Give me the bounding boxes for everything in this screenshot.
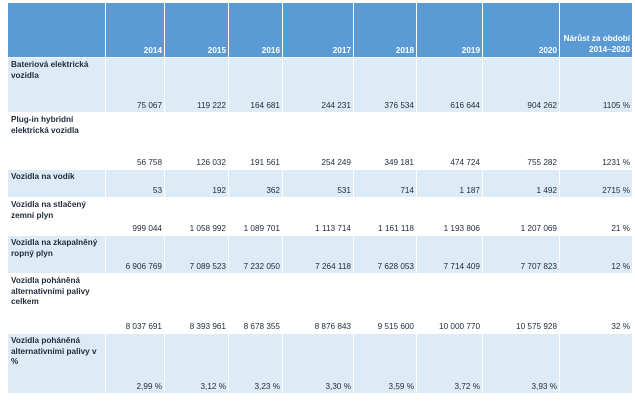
table-row: Plug-in hybridní elektrická vozidla 56 75… bbox=[7, 112, 633, 170]
growth-cell: 21 % bbox=[559, 197, 633, 236]
value-cell: 7 232 050 bbox=[228, 235, 283, 274]
table-row: Vozidla na stlačený zemní plyn 999 044 1 0… bbox=[7, 197, 633, 236]
value-cell: 7 714 409 bbox=[416, 235, 483, 274]
alternative-fuel-vehicles-table: 2014 2015 2016 2017 2018 2019 2020 Nárůs… bbox=[7, 2, 633, 394]
value-cell: 531 bbox=[282, 169, 354, 198]
value-cell: 75 067 bbox=[105, 57, 165, 113]
row-label: Vozidla na vodík bbox=[7, 169, 106, 198]
value-cell: 53 bbox=[105, 169, 165, 198]
header-cell-year: 2018 bbox=[353, 2, 417, 58]
growth-cell bbox=[559, 333, 633, 394]
header-row: 2014 2015 2016 2017 2018 2019 2020 Nárůs… bbox=[7, 2, 633, 58]
value-cell: 362 bbox=[228, 169, 283, 198]
value-cell: 56 758 bbox=[105, 112, 165, 170]
value-cell: 8 393 961 bbox=[164, 273, 229, 334]
growth-cell: 32 % bbox=[559, 273, 633, 334]
table-row: Vozidla na vodík 53 192 362 531 714 1 187 1 492… bbox=[7, 169, 633, 198]
growth-cell: 12 % bbox=[559, 235, 633, 274]
value-cell: 376 534 bbox=[353, 57, 417, 113]
header-cell-label bbox=[7, 2, 106, 58]
row-label: Vozidla poháněná alternativními palivy v… bbox=[7, 333, 106, 394]
value-cell: 8 876 843 bbox=[282, 273, 354, 334]
value-cell: 7 628 053 bbox=[353, 235, 417, 274]
value-cell: 119 222 bbox=[164, 57, 229, 113]
header-cell-year: 2020 bbox=[482, 2, 560, 58]
table-row: Vozidla na zkapalněný ropný plyn 6 906 76… bbox=[7, 235, 633, 274]
value-cell: 3,23 % bbox=[228, 333, 283, 394]
value-cell: 9 515 600 bbox=[353, 273, 417, 334]
value-cell: 3,72 % bbox=[416, 333, 483, 394]
value-cell: 10 000 770 bbox=[416, 273, 483, 334]
value-cell: 3,12 % bbox=[164, 333, 229, 394]
value-cell: 244 231 bbox=[282, 57, 354, 113]
value-cell: 904 262 bbox=[482, 57, 560, 113]
value-cell: 254 249 bbox=[282, 112, 354, 170]
header-cell-year: 2017 bbox=[282, 2, 354, 58]
value-cell: 7 089 523 bbox=[164, 235, 229, 274]
table-row: Vozidla poháněná alternativními palivy c… bbox=[7, 273, 633, 334]
row-label: Vozidla na zkapalněný ropný plyn bbox=[7, 235, 106, 274]
value-cell: 1 089 701 bbox=[228, 197, 283, 236]
value-cell: 1 113 714 bbox=[282, 197, 354, 236]
value-cell: 999 044 bbox=[105, 197, 165, 236]
table-body: Bateriová elektrická vozidla 75 067 119 22… bbox=[7, 57, 633, 394]
value-cell: 1 207 069 bbox=[482, 197, 560, 236]
value-cell: 474 724 bbox=[416, 112, 483, 170]
value-cell: 616 644 bbox=[416, 57, 483, 113]
header-cell-year: 2015 bbox=[164, 2, 229, 58]
value-cell: 1 492 bbox=[482, 169, 560, 198]
value-cell: 3,93 % bbox=[482, 333, 560, 394]
value-cell: 10 575 928 bbox=[482, 273, 560, 334]
value-cell: 2,99 % bbox=[105, 333, 165, 394]
value-cell: 1 058 992 bbox=[164, 197, 229, 236]
header-cell-growth: Nárůst za období 2014–2020 bbox=[559, 2, 633, 58]
value-cell: 7 264 118 bbox=[282, 235, 354, 274]
value-cell: 1 187 bbox=[416, 169, 483, 198]
value-cell: 7 707 823 bbox=[482, 235, 560, 274]
value-cell: 3,30 % bbox=[282, 333, 354, 394]
value-cell: 714 bbox=[353, 169, 417, 198]
table-row: Vozidla poháněná alternativními palivy v… bbox=[7, 333, 633, 394]
table-row: Bateriová elektrická vozidla 75 067 119 22… bbox=[7, 57, 633, 113]
growth-cell: 2715 % bbox=[559, 169, 633, 198]
value-cell: 8 678 355 bbox=[228, 273, 283, 334]
value-cell: 8 037 691 bbox=[105, 273, 165, 334]
value-cell: 1 161 118 bbox=[353, 197, 417, 236]
value-cell: 192 bbox=[164, 169, 229, 198]
header-cell-year: 2019 bbox=[416, 2, 483, 58]
value-cell: 1 193 806 bbox=[416, 197, 483, 236]
header-cell-year: 2014 bbox=[105, 2, 165, 58]
value-cell: 126 032 bbox=[164, 112, 229, 170]
value-cell: 755 282 bbox=[482, 112, 560, 170]
row-label: Plug-in hybridní elektrická vozidla bbox=[7, 112, 106, 170]
growth-cell: 1105 % bbox=[559, 57, 633, 113]
value-cell: 3,59 % bbox=[353, 333, 417, 394]
value-cell: 164 681 bbox=[228, 57, 283, 113]
row-label: Vozidla poháněná alternativními palivy c… bbox=[7, 273, 106, 334]
value-cell: 6 906 769 bbox=[105, 235, 165, 274]
value-cell: 349 181 bbox=[353, 112, 417, 170]
row-label: Bateriová elektrická vozidla bbox=[7, 57, 106, 113]
row-label: Vozidla na stlačený zemní plyn bbox=[7, 197, 106, 236]
value-cell: 191 561 bbox=[228, 112, 283, 170]
growth-cell: 1231 % bbox=[559, 112, 633, 170]
header-cell-year: 2016 bbox=[228, 2, 283, 58]
